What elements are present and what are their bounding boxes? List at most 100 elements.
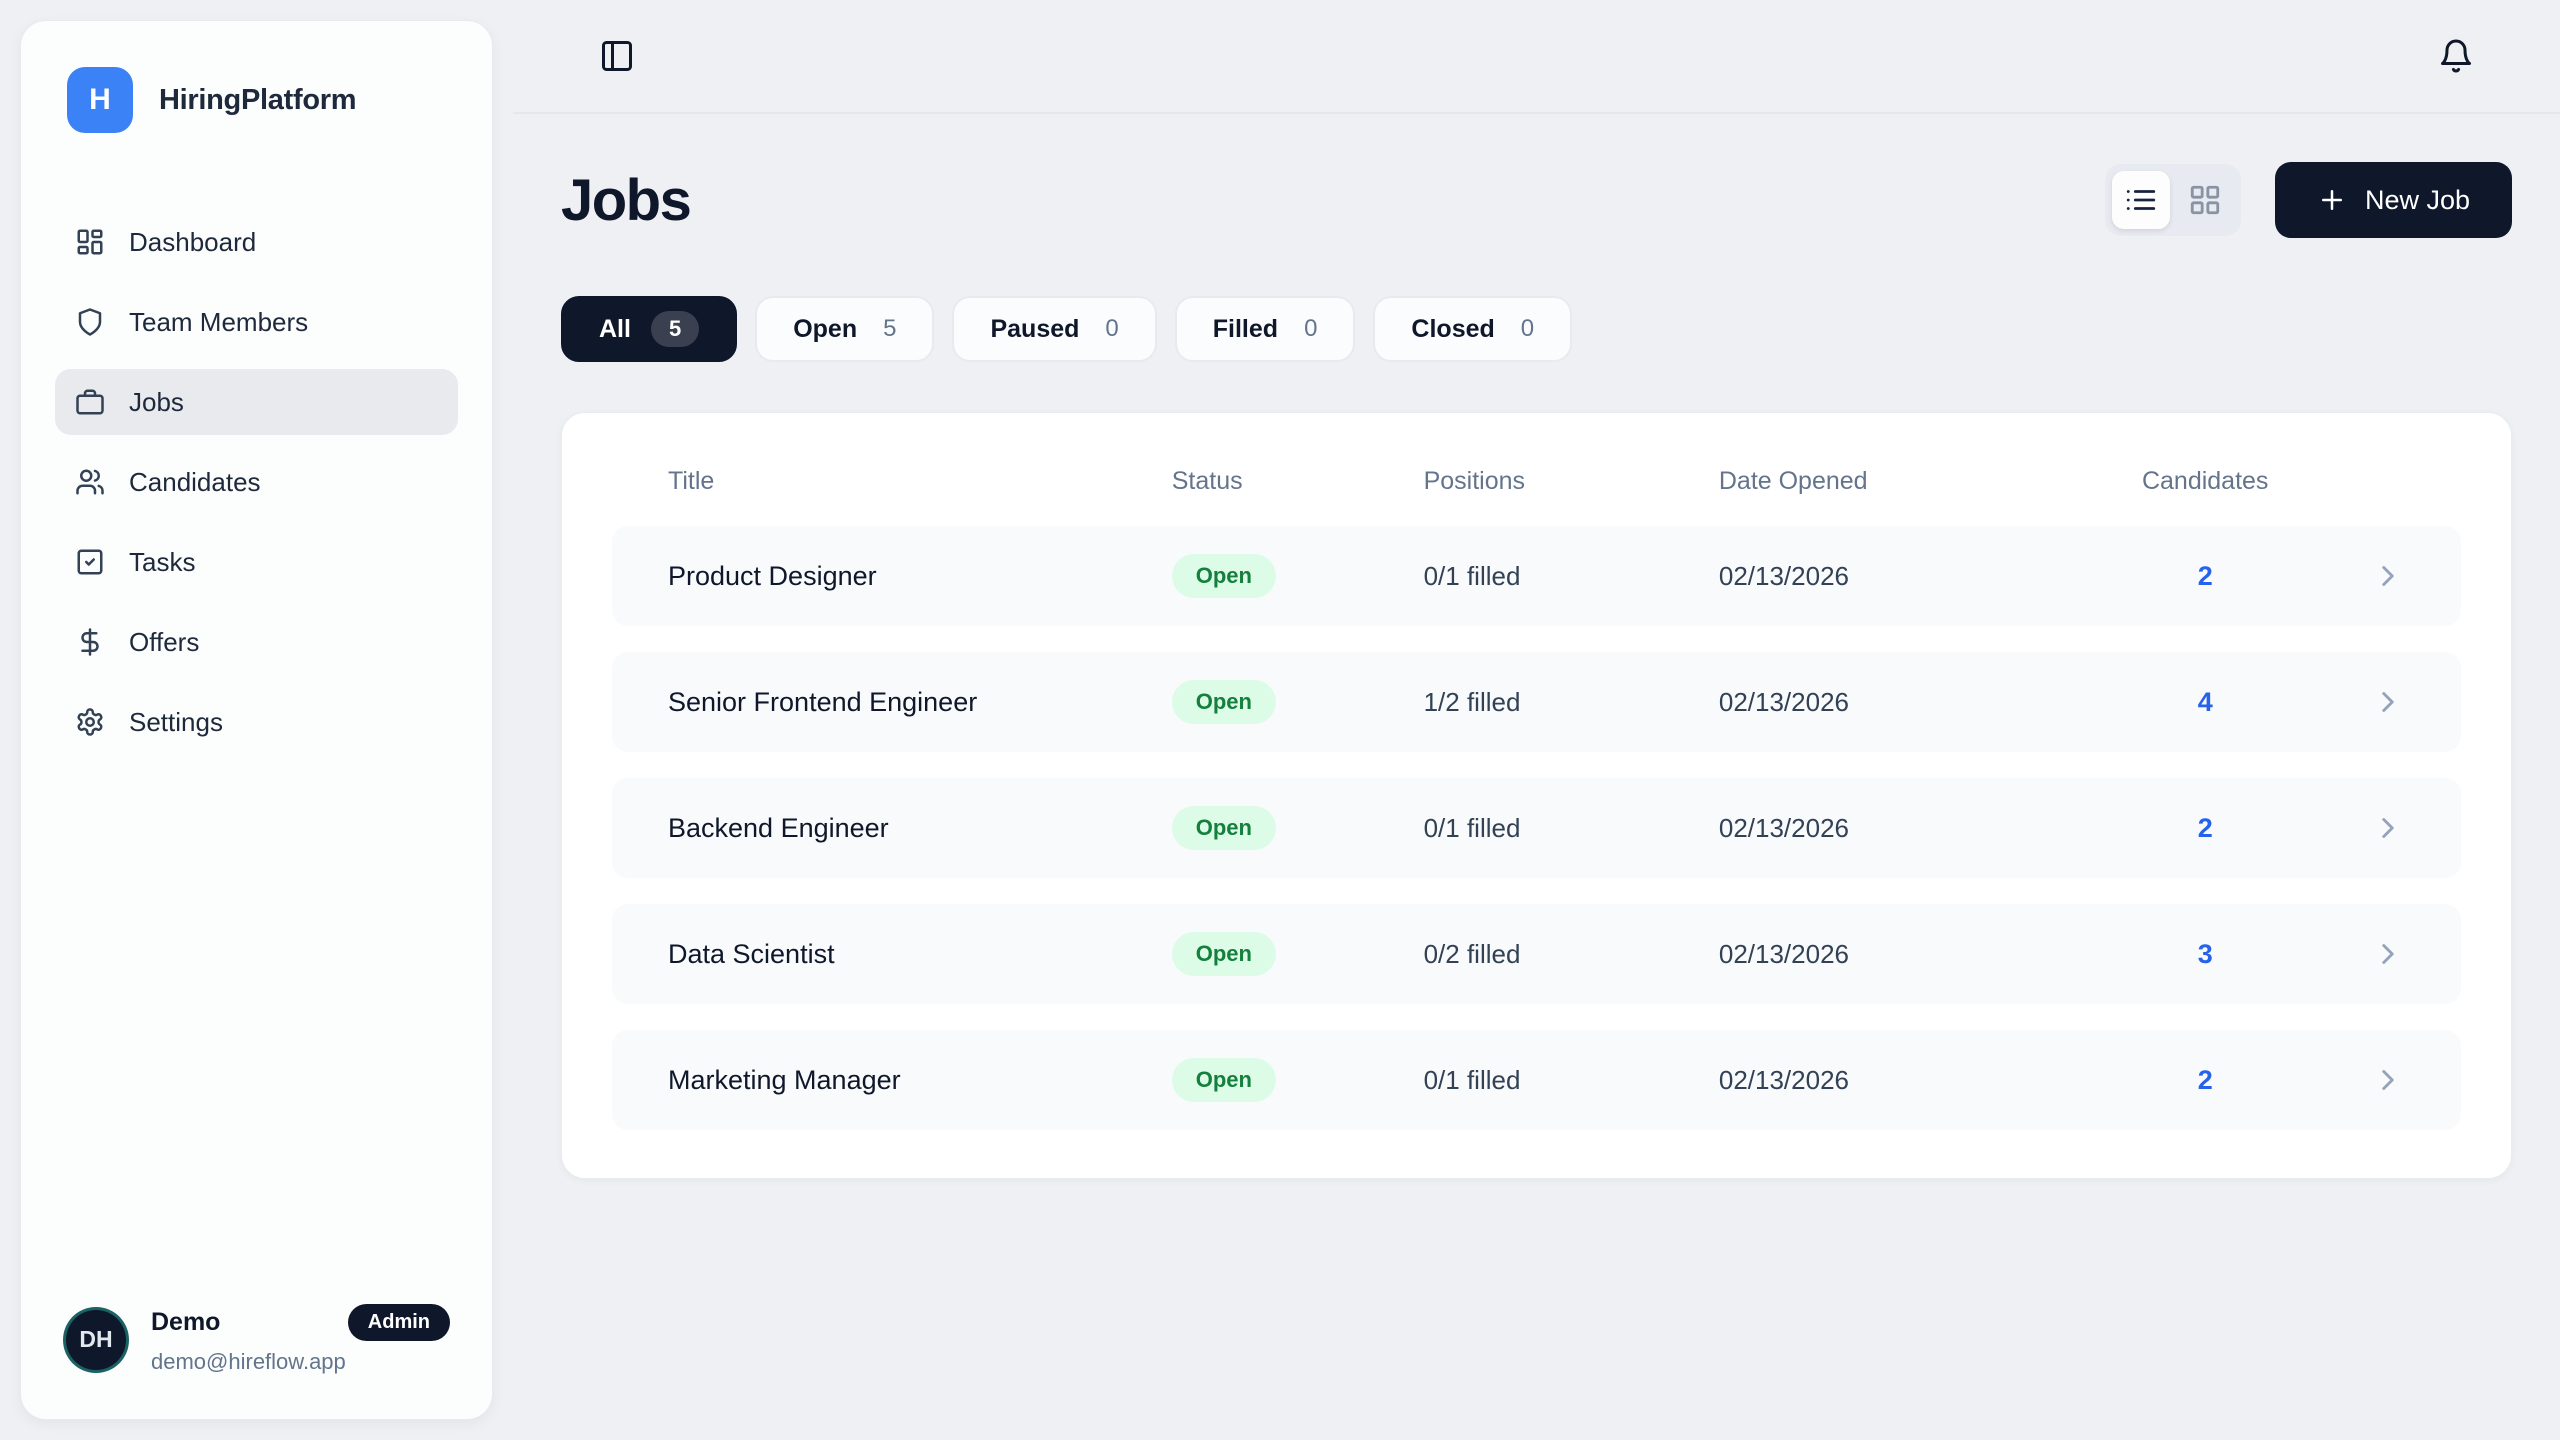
new-job-label: New Job (2364, 184, 2470, 215)
filter-label: All (599, 314, 631, 343)
app-logo-letter: H (89, 83, 111, 116)
sidebar-toggle-button[interactable] (589, 28, 645, 84)
filter-closed[interactable]: Closed 0 (1373, 296, 1573, 362)
filter-label: Open (793, 314, 858, 343)
dollar-icon (75, 627, 105, 657)
sidebar-item-label: Candidates (129, 466, 261, 497)
chevron-right-icon (2371, 811, 2405, 845)
filter-paused[interactable]: Paused 0 (952, 296, 1157, 362)
chevron-right-icon (2371, 937, 2405, 971)
column-header-positions: Positions (1423, 467, 1526, 495)
candidates-count[interactable]: 4 (2197, 686, 2213, 717)
sidebar-item-label: Tasks (129, 546, 196, 577)
row-chevron[interactable] (2309, 811, 2405, 845)
filter-label: Paused (990, 314, 1080, 343)
job-title: Product Designer (668, 560, 877, 591)
candidates-count[interactable]: 2 (2197, 560, 2213, 591)
panel-left-icon (599, 38, 635, 74)
row-chevron[interactable] (2309, 1063, 2405, 1097)
user-profile[interactable]: DH Demo Admin demo@hireflow.app (55, 1304, 458, 1375)
status-badge: Open (1171, 806, 1276, 850)
user-email: demo@hireflow.app (151, 1349, 346, 1374)
sidebar-item-candidates[interactable]: Candidates (55, 449, 458, 515)
grid-view-button[interactable] (2176, 171, 2234, 229)
candidates-count[interactable]: 2 (2197, 1064, 2213, 1095)
filter-count: 5 (650, 311, 700, 347)
candidates-count[interactable]: 3 (2197, 938, 2213, 969)
table-row[interactable]: Backend Engineer Open 0/1 filled 02/13/2… (612, 778, 2461, 878)
date-opened-cell: 02/13/2026 (1718, 812, 1849, 843)
jobs-table-card: Title Status Positions Date Opened Candi… (561, 412, 2512, 1179)
list-view-button[interactable] (2111, 171, 2170, 229)
table-row[interactable]: Product Designer Open 0/1 filled 02/13/2… (612, 526, 2461, 626)
positions-cell: 1/2 filled (1423, 686, 1521, 717)
sidebar-item-tasks[interactable]: Tasks (55, 529, 458, 595)
column-header-status: Status (1171, 467, 1243, 495)
sidebar-nav: Dashboard Team Members Jobs Candidates T… (55, 209, 458, 755)
filter-count: 0 (1105, 315, 1119, 342)
topbar (513, 0, 2560, 114)
list-view-icon (2124, 183, 2158, 217)
user-name: Demo (151, 1308, 221, 1336)
main-area: Jobs (513, 0, 2560, 1440)
sidebar-item-dashboard[interactable]: Dashboard (55, 209, 458, 275)
filter-count: 0 (1520, 315, 1535, 342)
avatar: DH (63, 1306, 129, 1373)
row-chevron[interactable] (2309, 937, 2405, 971)
candidates-count[interactable]: 2 (2197, 812, 2213, 843)
filter-filled[interactable]: Filled 0 (1174, 296, 1356, 362)
status-badge: Open (1171, 1058, 1276, 1102)
column-header-candidates: Candidates (2141, 467, 2269, 495)
app-logo: H (67, 67, 133, 133)
notifications-button[interactable] (2428, 28, 2484, 84)
status-badge: Open (1171, 554, 1276, 598)
sidebar-item-settings[interactable]: Settings (55, 689, 458, 755)
positions-cell: 0/1 filled (1423, 1064, 1521, 1095)
table-header-row: Title Status Positions Date Opened Candi… (612, 453, 2461, 526)
shield-icon (75, 307, 105, 337)
sidebar-item-label: Jobs (129, 386, 184, 417)
filter-open[interactable]: Open 5 (755, 296, 935, 362)
status-badge: Open (1171, 680, 1276, 724)
row-chevron[interactable] (2309, 559, 2405, 593)
chevron-right-icon (2371, 559, 2405, 593)
brand: H HiringPlatform (55, 67, 458, 133)
chevron-right-icon (2371, 1063, 2405, 1097)
filter-label: Closed (1411, 314, 1495, 343)
date-opened-cell: 02/13/2026 (1718, 1064, 1849, 1095)
sidebar-item-label: Offers (129, 626, 200, 657)
date-opened-cell: 02/13/2026 (1718, 938, 1849, 969)
table-row[interactable]: Data Scientist Open 0/2 filled 02/13/202… (612, 904, 2461, 1004)
status-filters: All 5 Open 5 Paused 0 Filled 0 Closed 0 (561, 296, 2512, 362)
column-header-date: Date Opened (1718, 467, 1868, 495)
job-title: Backend Engineer (668, 812, 889, 843)
sidebar-item-team-members[interactable]: Team Members (55, 289, 458, 355)
avatar-initials: DH (79, 1326, 113, 1352)
view-toggle (2104, 164, 2241, 236)
briefcase-icon (75, 387, 105, 417)
new-job-button[interactable]: New Job (2274, 162, 2512, 238)
job-title: Marketing Manager (668, 1064, 901, 1095)
table-row[interactable]: Marketing Manager Open 0/1 filled 02/13/… (612, 1030, 2461, 1130)
sidebar-item-label: Dashboard (129, 226, 257, 257)
sidebar-item-offers[interactable]: Offers (55, 609, 458, 675)
tasks-icon (75, 547, 105, 577)
job-title: Data Scientist (668, 938, 835, 969)
table-rows: Product Designer Open 0/1 filled 02/13/2… (612, 526, 2461, 1130)
chevron-right-icon (2371, 685, 2405, 719)
filter-count: 5 (883, 315, 897, 342)
date-opened-cell: 02/13/2026 (1718, 560, 1849, 591)
filter-label: Filled (1212, 314, 1279, 343)
filter-count: 0 (1304, 315, 1318, 342)
grid-view-icon (2188, 183, 2222, 217)
filter-all[interactable]: All 5 (561, 296, 738, 362)
user-info: Demo Admin demo@hireflow.app (151, 1304, 450, 1375)
sidebar: H HiringPlatform Dashboard Team Members … (20, 20, 493, 1420)
table-row[interactable]: Senior Frontend Engineer Open 1/2 filled… (612, 652, 2461, 752)
row-chevron[interactable] (2309, 685, 2405, 719)
job-title: Senior Frontend Engineer (668, 686, 978, 717)
positions-cell: 0/2 filled (1423, 938, 1521, 969)
positions-cell: 0/1 filled (1423, 812, 1521, 843)
date-opened-cell: 02/13/2026 (1718, 686, 1849, 717)
sidebar-item-jobs[interactable]: Jobs (55, 369, 458, 435)
